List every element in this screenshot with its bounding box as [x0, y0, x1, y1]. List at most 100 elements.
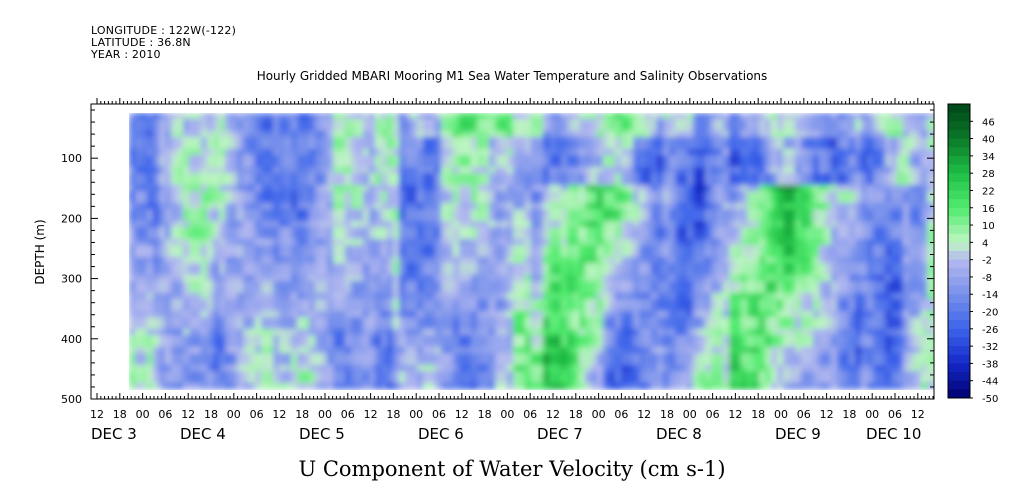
heatmap-cell	[537, 299, 544, 306]
heatmap-cell	[603, 137, 610, 144]
heatmap-cell	[651, 191, 658, 198]
heatmap-cell	[675, 233, 682, 240]
heatmap-cell	[441, 329, 448, 336]
heatmap-cell	[471, 185, 478, 192]
heatmap-cell	[849, 167, 856, 174]
heatmap-cell	[189, 191, 196, 198]
heatmap-cell	[351, 275, 358, 282]
heatmap-cell	[243, 149, 250, 156]
heatmap-cell	[165, 191, 172, 198]
heatmap-cell	[147, 131, 154, 138]
heatmap-cell	[723, 257, 730, 264]
heatmap-cell	[645, 167, 652, 174]
heatmap-cell	[177, 191, 184, 198]
heatmap-cell	[819, 305, 826, 312]
heatmap-cell	[237, 293, 244, 300]
heatmap-cell	[813, 281, 820, 288]
heatmap-cell	[207, 227, 214, 234]
heatmap-cell	[789, 191, 796, 198]
heatmap-cell	[837, 269, 844, 276]
heatmap-cell	[147, 125, 154, 132]
heatmap-cell	[633, 161, 640, 168]
heatmap-cell	[525, 143, 532, 150]
heatmap-cell	[375, 275, 382, 282]
heatmap-cell	[459, 191, 466, 198]
heatmap-cell	[267, 269, 274, 276]
heatmap-cell	[825, 299, 832, 306]
heatmap-cell	[759, 311, 766, 318]
heatmap-cell	[813, 161, 820, 168]
heatmap-cell	[543, 221, 550, 228]
heatmap-cell	[657, 191, 664, 198]
heatmap-cell	[795, 161, 802, 168]
heatmap-cell	[765, 173, 772, 180]
heatmap-cell	[297, 233, 304, 240]
heatmap-cell	[861, 269, 868, 276]
heatmap-cell	[537, 113, 544, 120]
heatmap-cell	[285, 209, 292, 216]
heatmap-cell	[741, 227, 748, 234]
heatmap-cell	[597, 311, 604, 318]
heatmap-cell	[417, 245, 424, 252]
heatmap-cell	[303, 323, 310, 330]
heatmap-cell	[783, 257, 790, 264]
heatmap-cell	[171, 245, 178, 252]
heatmap-cell	[183, 161, 190, 168]
heatmap-cell	[597, 323, 604, 330]
heatmap-cell	[669, 299, 676, 306]
heatmap-cell	[285, 227, 292, 234]
heatmap-cell	[717, 323, 724, 330]
heatmap-cell	[915, 131, 922, 138]
heatmap-cell	[453, 317, 460, 324]
heatmap-cell	[825, 221, 832, 228]
heatmap-cell	[735, 317, 742, 324]
heatmap-cell	[747, 293, 754, 300]
heatmap-cell	[873, 203, 880, 210]
heatmap-cell	[387, 155, 394, 162]
heatmap-cell	[885, 161, 892, 168]
heatmap-cell	[303, 125, 310, 132]
heatmap-cell	[657, 317, 664, 324]
heatmap-cell	[357, 227, 364, 234]
heatmap-cell	[621, 125, 628, 132]
heatmap-cell	[501, 167, 508, 174]
heatmap-cell	[213, 191, 220, 198]
heatmap-cell	[447, 275, 454, 282]
heatmap-cell	[789, 239, 796, 246]
heatmap-cell	[309, 149, 316, 156]
heatmap-cell	[813, 173, 820, 180]
heatmap-cell	[579, 329, 586, 336]
heatmap-cell	[681, 179, 688, 186]
heatmap-cell	[699, 203, 706, 210]
heatmap-cell	[249, 203, 256, 210]
heatmap-cell	[921, 203, 928, 210]
heatmap-cell	[603, 155, 610, 162]
heatmap-cell	[297, 269, 304, 276]
heatmap-cell	[855, 191, 862, 198]
heatmap-cell	[873, 233, 880, 240]
heatmap-cell	[867, 257, 874, 264]
heatmap-cell	[519, 239, 526, 246]
heatmap-cell	[765, 161, 772, 168]
heatmap-cell	[585, 311, 592, 318]
heatmap-cell	[861, 263, 868, 270]
heatmap-cell	[813, 131, 820, 138]
heatmap-cell	[459, 281, 466, 288]
heatmap-cell	[423, 323, 430, 330]
heatmap-cell	[621, 185, 628, 192]
heatmap-cell	[345, 317, 352, 324]
heatmap-cell	[261, 269, 268, 276]
heatmap-cell	[471, 113, 478, 120]
heatmap-cell	[609, 131, 616, 138]
heatmap-cell	[453, 215, 460, 222]
heatmap-cell	[327, 233, 334, 240]
heatmap-cell	[735, 281, 742, 288]
heatmap-cell	[873, 191, 880, 198]
heatmap-cell	[873, 323, 880, 330]
heatmap-cell	[825, 143, 832, 150]
heatmap-cell	[159, 173, 166, 180]
heatmap-cell	[165, 287, 172, 294]
heatmap-cell	[165, 185, 172, 192]
heatmap-cell	[141, 155, 148, 162]
heatmap-cell	[891, 251, 898, 258]
